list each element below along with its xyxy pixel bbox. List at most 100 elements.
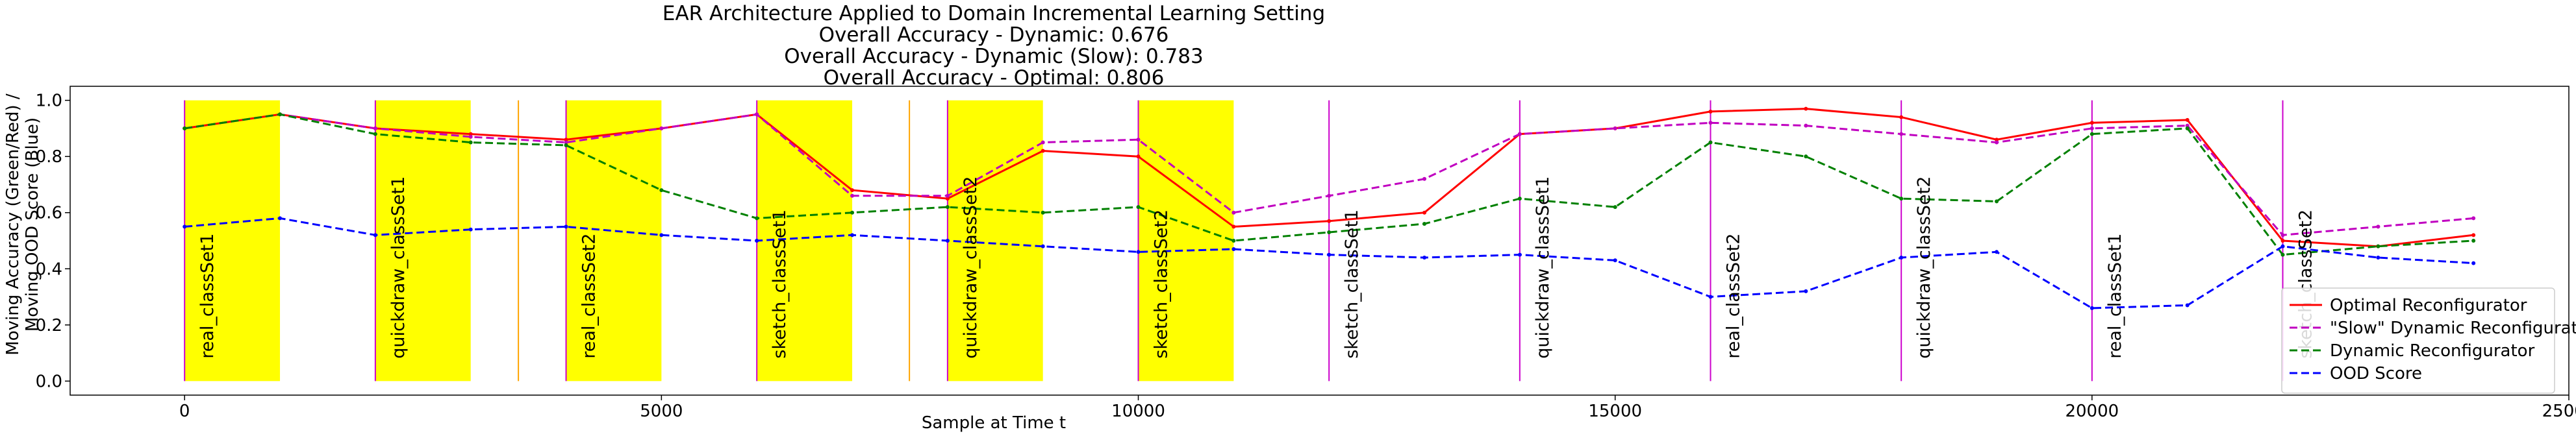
series-0-point-24	[2471, 233, 2476, 237]
series-2-point-16	[1708, 140, 1713, 145]
y-tick-label-0: 0.0	[36, 372, 62, 391]
x-tick-label-4: 20000	[2065, 402, 2119, 421]
series-2-point-8	[945, 205, 950, 210]
series-2-point-9	[1041, 210, 1045, 215]
series-3-point-19	[1995, 250, 1999, 254]
x-tick-label-3: 15000	[1588, 402, 1642, 421]
region-label-8: real_classSet2	[1724, 234, 1744, 359]
y-tick-label-1: 0.2	[36, 316, 62, 335]
series-3-point-0	[183, 224, 187, 229]
x-axis-label: Sample at Time t	[922, 413, 1066, 433]
x-tick-label-0: 0	[179, 402, 190, 421]
x-tick-label-2: 10000	[1111, 402, 1165, 421]
series-3-point-15	[1613, 258, 1617, 263]
series-2-point-3	[468, 140, 473, 145]
series-2-point-6	[755, 216, 759, 221]
legend: Optimal Reconfigurator "Slow" Dynamic Rec…	[2281, 287, 2576, 394]
series-0-point-17	[1804, 106, 1808, 111]
series-0-point-21	[2185, 117, 2190, 122]
series-3-point-5	[659, 233, 664, 237]
y-tick-label-2: 0.4	[36, 260, 62, 279]
series-2-point-1	[278, 112, 283, 117]
legend-label-0: Optimal Reconfigurator	[2330, 296, 2527, 315]
plot-frame	[69, 86, 2570, 396]
series-3-point-1	[278, 216, 283, 221]
series-2-point-4	[564, 143, 568, 147]
series-1-point-19	[1995, 140, 1999, 145]
series-3-point-20	[2090, 306, 2094, 310]
series-3-point-13	[1422, 255, 1427, 260]
legend-label-2: Dynamic Reconfigurator	[2330, 341, 2535, 361]
series-2-point-21	[2185, 126, 2190, 130]
series-2-point-17	[1804, 154, 1808, 159]
series-1-point-5	[659, 126, 664, 130]
series-1-point-6	[755, 112, 759, 117]
title-line-4: Overall Accuracy - Optimal: 0.806	[824, 66, 1165, 90]
series-1-point-13	[1422, 176, 1427, 181]
series-1-point-3	[468, 134, 473, 139]
y-tick-label-3: 0.6	[36, 204, 62, 223]
series-3-point-16	[1708, 295, 1713, 299]
title-line-3: Overall Accuracy - Dynamic (Slow): 0.783	[784, 45, 1203, 68]
y-axis-label-line-2: Moving OOD Score (Blue)	[23, 117, 42, 332]
title-line-1: EAR Architecture Applied to Domain Incre…	[663, 2, 1325, 25]
series-0-point-10	[1136, 154, 1141, 159]
series-3-point-6	[755, 239, 759, 243]
series-1-point-4	[564, 140, 568, 145]
series-3-point-11	[1231, 247, 1236, 251]
series-0-point-7	[850, 188, 855, 193]
y-tick-label-4: 0.8	[36, 147, 62, 167]
series-3-point-24	[2471, 261, 2476, 265]
series-1-point-24	[2471, 216, 2476, 221]
series-1-point-9	[1041, 140, 1045, 145]
legend-label-1: "Slow" Dynamic Reconfigurator	[2330, 319, 2576, 338]
series-2-point-14	[1517, 197, 1522, 201]
series-1-point-7	[850, 193, 855, 198]
region-label-6: sketch_classSet1	[1342, 210, 1362, 359]
x-tick-label-5: 25000	[2542, 402, 2576, 421]
legend-label-3: OOD Score	[2330, 364, 2422, 383]
series-2-point-19	[1995, 199, 1999, 204]
series-2-point-13	[1422, 222, 1427, 226]
series-layer	[183, 106, 2476, 310]
series-1-point-12	[1327, 193, 1332, 198]
y-tick-label-5: 1.0	[36, 91, 62, 111]
series-1-point-21	[2185, 123, 2190, 128]
series-1-point-15	[1613, 126, 1617, 130]
series-1-point-8	[945, 193, 950, 198]
region-label-10: real_classSet1	[2105, 234, 2125, 359]
series-1-point-2	[373, 126, 377, 130]
region-label-4: quickdraw_classSet2	[961, 176, 981, 359]
series-0-point-19	[1995, 138, 1999, 142]
series-3-point-10	[1136, 250, 1141, 254]
series-2-point-7	[850, 210, 855, 215]
region-label-2: real_classSet2	[579, 234, 600, 359]
series-1-point-18	[1899, 132, 1904, 136]
series-0-point-16	[1708, 109, 1713, 114]
series-3-point-4	[564, 224, 568, 229]
series-3-point-18	[1899, 255, 1904, 260]
chart-title: EAR Architecture Applied to Domain Incre…	[663, 2, 1325, 90]
series-3-point-2	[373, 233, 377, 237]
series-2-point-22	[2280, 252, 2285, 257]
series-0-point-12	[1327, 219, 1332, 223]
series-3-point-3	[468, 227, 473, 232]
yellow-region-5	[1138, 100, 1234, 382]
series-2-point-2	[373, 132, 377, 136]
series-2-point-0	[183, 126, 187, 130]
series-1-point-11	[1231, 210, 1236, 215]
region-label-5: sketch_classSet2	[1152, 210, 1172, 359]
series-3-point-17	[1804, 289, 1808, 293]
series-0-point-13	[1422, 210, 1427, 215]
series-2-point-18	[1899, 197, 1904, 201]
series-0-point-4	[564, 138, 568, 142]
series-0-point-3	[468, 132, 473, 136]
series-3-point-14	[1517, 252, 1522, 257]
region-label-1: quickdraw_classSet1	[388, 176, 409, 359]
series-1-point-20	[2090, 126, 2094, 130]
series-3-point-7	[850, 233, 855, 237]
legend-box	[2281, 287, 2555, 394]
series-3-point-9	[1041, 244, 1045, 248]
series-2-point-23	[2376, 244, 2380, 248]
